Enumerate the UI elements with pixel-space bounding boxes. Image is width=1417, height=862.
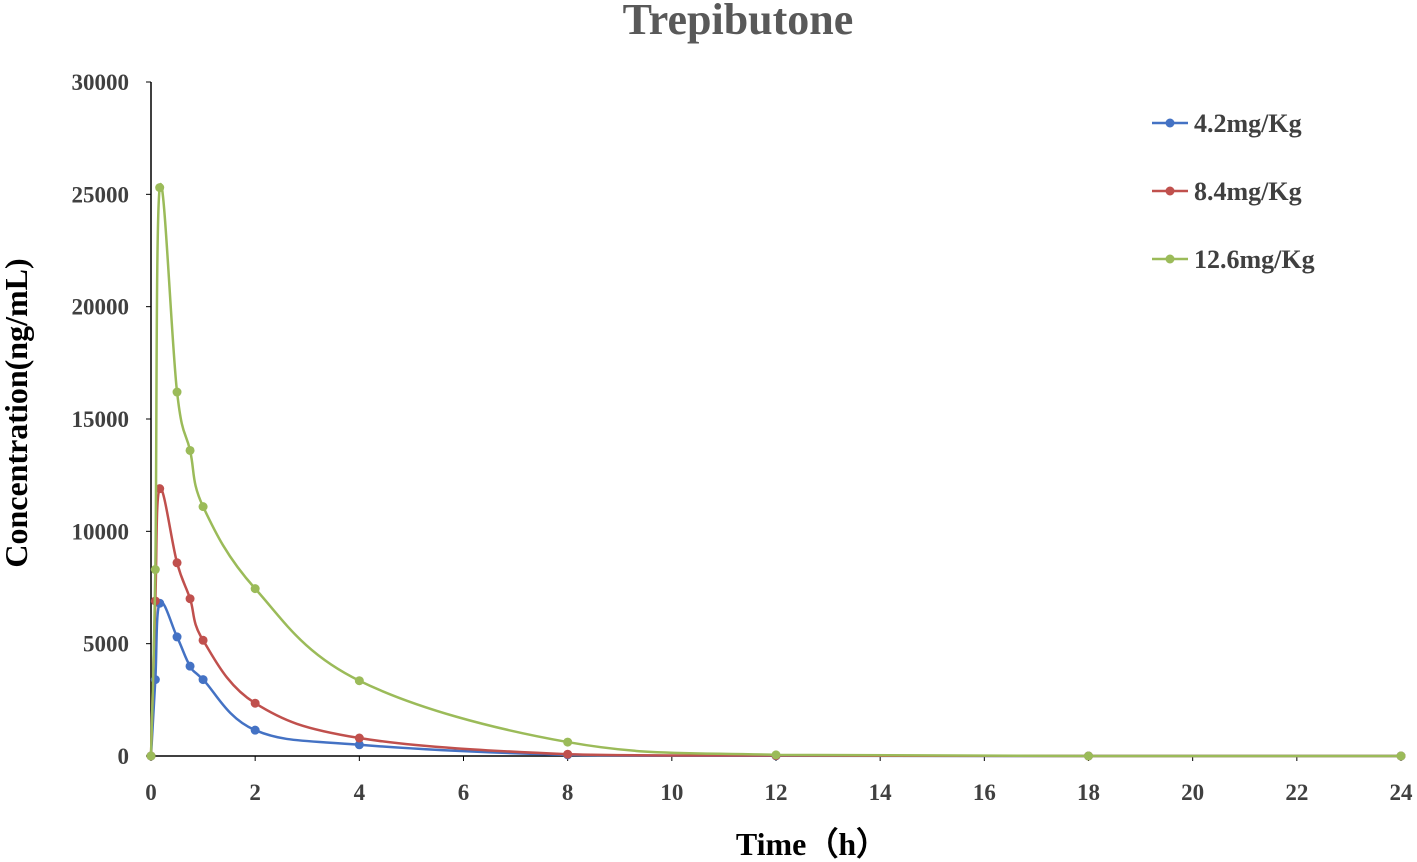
- y-tick-label: 0: [118, 744, 130, 769]
- legend-label: 8.4mg/Kg: [1194, 177, 1302, 206]
- data-point: [155, 183, 165, 193]
- x-tick-label: 16: [973, 780, 996, 805]
- legend-marker: [1165, 186, 1175, 196]
- legend-marker: [1165, 118, 1175, 128]
- data-point: [1396, 751, 1406, 761]
- legend-item: 12.6mg/Kg: [1152, 245, 1315, 274]
- data-point: [172, 387, 182, 397]
- y-tick-label: 5000: [83, 632, 129, 657]
- x-tick-label: 24: [1390, 780, 1414, 805]
- data-point: [198, 675, 208, 685]
- data-point: [150, 565, 160, 575]
- x-tick-label: 6: [458, 780, 470, 805]
- chart-title: Trepibutone: [623, 0, 854, 44]
- data-point: [250, 725, 260, 735]
- data-point: [185, 594, 195, 604]
- data-point: [354, 740, 364, 750]
- x-tick-label: 20: [1181, 780, 1204, 805]
- data-point: [563, 737, 573, 747]
- legend-label: 12.6mg/Kg: [1194, 245, 1315, 274]
- y-tick-label: 25000: [72, 182, 130, 207]
- x-tick-label: 18: [1077, 780, 1100, 805]
- data-point: [354, 676, 364, 686]
- data-point: [771, 750, 781, 760]
- data-point: [354, 733, 364, 743]
- y-tick-labels: 0 5000 10000 15000 20000 25000 30000: [72, 70, 151, 769]
- data-point: [563, 749, 573, 759]
- series-12.6mg/Kg: [146, 182, 1406, 761]
- series-line: [149, 487, 1401, 758]
- series-line: [149, 600, 1401, 758]
- legend-item: 8.4mg/Kg: [1152, 177, 1302, 206]
- x-axis-label: Time（h）: [736, 826, 888, 862]
- data-point: [185, 445, 195, 455]
- y-tick-label: 10000: [72, 519, 130, 544]
- data-point: [185, 661, 195, 671]
- x-tick-label: 22: [1285, 780, 1308, 805]
- x-tick-labels: 0 2 4 6 8 10 12 14 16 18 20 22 24: [145, 756, 1413, 805]
- data-point: [172, 632, 182, 642]
- data-point: [1084, 751, 1093, 761]
- y-axis-label: Concentration(ng/mL): [0, 258, 34, 567]
- series-8.4mg/Kg: [146, 484, 1406, 761]
- y-tick-label: 20000: [72, 295, 130, 320]
- x-tick-label: 2: [249, 780, 261, 805]
- data-point: [146, 751, 156, 761]
- x-tick-label: 14: [869, 780, 893, 805]
- series-group: [146, 182, 1406, 761]
- data-point: [250, 698, 260, 708]
- x-tick-label: 4: [354, 780, 366, 805]
- x-tick-label: 0: [145, 780, 157, 805]
- x-tick-label: 8: [562, 780, 574, 805]
- x-tick-label: 10: [660, 780, 683, 805]
- legend-item: 4.2mg/Kg: [1152, 109, 1302, 138]
- y-tick-label: 15000: [72, 407, 130, 432]
- data-point: [250, 584, 260, 594]
- data-point: [198, 502, 208, 512]
- legend-marker: [1165, 254, 1175, 264]
- data-point: [155, 484, 165, 494]
- legend: 4.2mg/Kg 8.4mg/Kg 12.6mg/Kg: [1152, 109, 1315, 274]
- y-tick-label: 30000: [72, 70, 130, 95]
- series-4.2mg/Kg: [146, 598, 1406, 761]
- data-point: [172, 558, 182, 568]
- x-tick-label: 12: [765, 780, 788, 805]
- data-point: [198, 635, 208, 645]
- legend-label: 4.2mg/Kg: [1194, 109, 1302, 138]
